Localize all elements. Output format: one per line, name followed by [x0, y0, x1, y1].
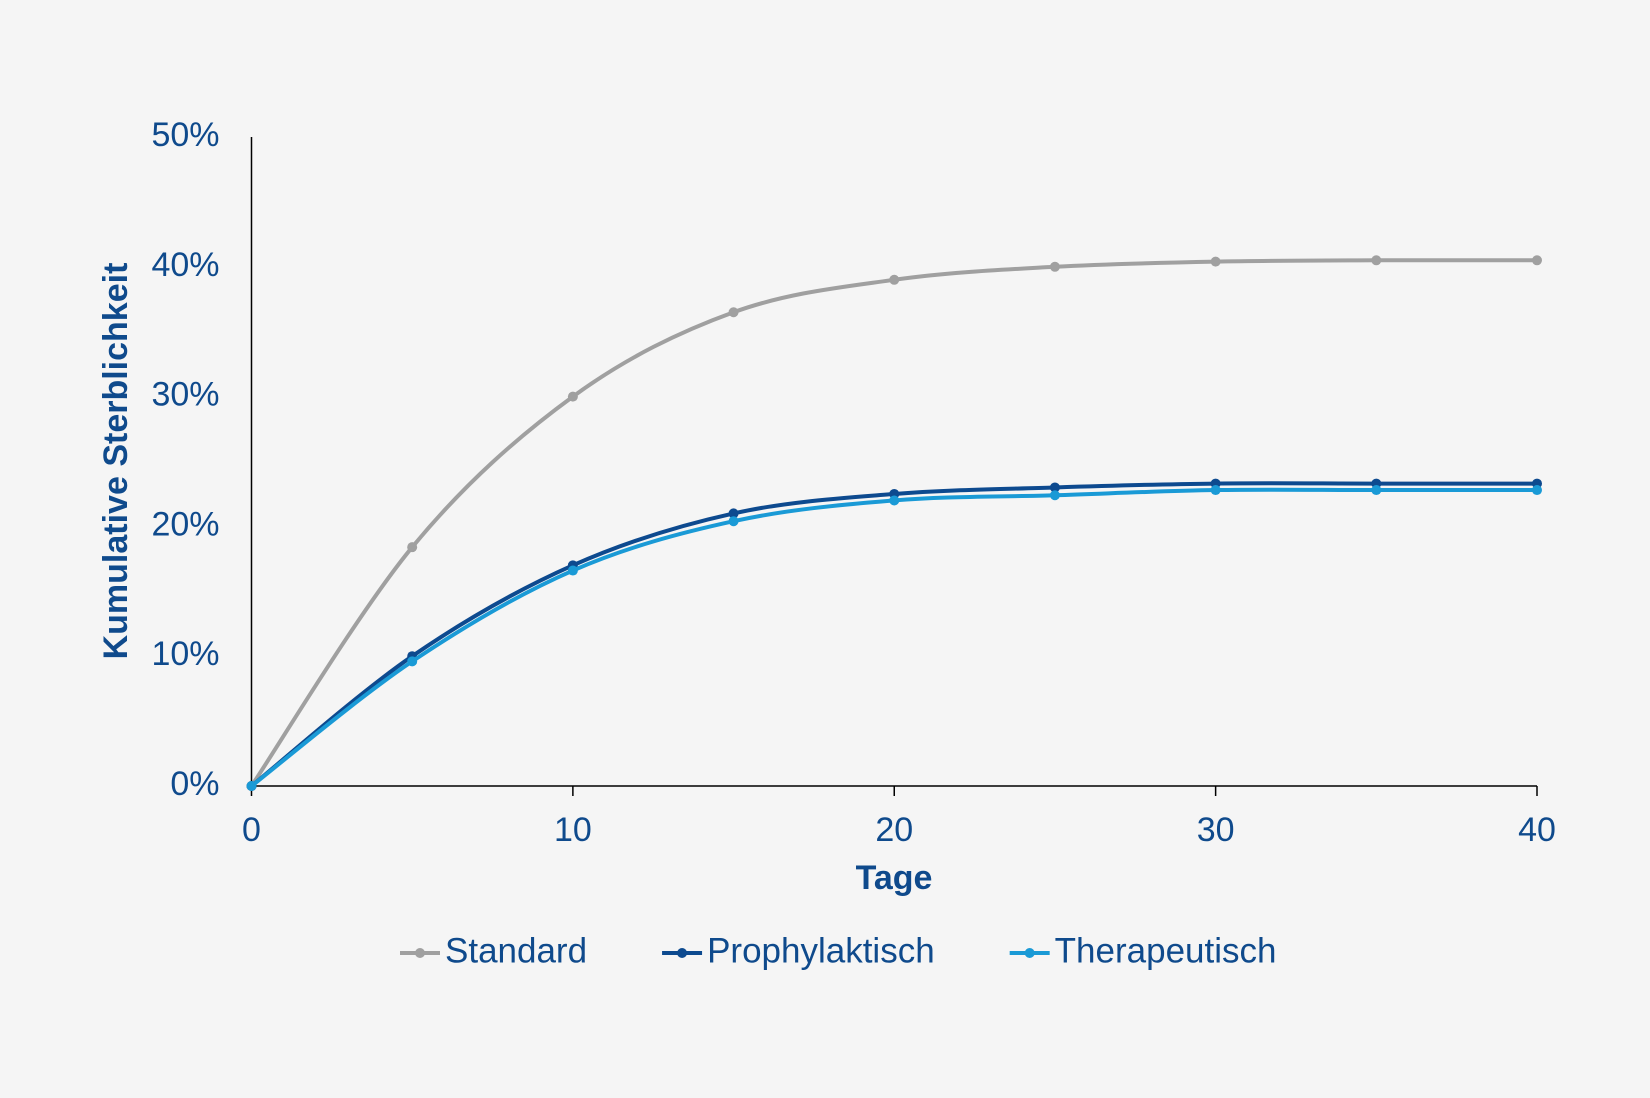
line [249, 258, 1538, 788]
x-tick-label: 40 [1518, 811, 1556, 849]
y-tick-label: 40% [151, 246, 219, 284]
marker [889, 274, 900, 285]
y-tick-label: 10% [151, 635, 219, 673]
y-axis-title: Kumulative Sterblichkeit [97, 263, 135, 660]
marker [889, 495, 900, 506]
y-tick-label: 0% [170, 765, 219, 803]
marker [1532, 255, 1542, 266]
x-tick-label: 20 [875, 811, 913, 849]
marker [1210, 485, 1221, 496]
marker [1049, 261, 1060, 272]
marker [1049, 482, 1060, 493]
marker [1532, 485, 1542, 496]
x-tick-label: 30 [1197, 811, 1235, 849]
marker [1371, 485, 1382, 496]
marker [1210, 256, 1221, 267]
x-tick-label: 10 [554, 811, 592, 849]
line [250, 487, 1537, 788]
marker [1049, 490, 1060, 501]
marker [728, 307, 739, 318]
y-tick-label: 20% [151, 505, 219, 543]
x-axis-title: Tage [856, 859, 933, 897]
y-tick-label: 50% [151, 116, 219, 154]
marker [567, 391, 578, 402]
legend-marker [677, 948, 688, 958]
marker [246, 781, 257, 791]
x-tick-label: 0 [242, 811, 261, 849]
y-tick-label: 30% [151, 376, 219, 414]
legend-label: Prophylaktisch [707, 931, 935, 970]
legend-label: Therapeutisch [1055, 931, 1277, 970]
legend-marker [415, 948, 425, 958]
marker [567, 565, 578, 576]
marker [728, 516, 739, 527]
marker [407, 656, 418, 667]
legend-marker [1024, 948, 1035, 958]
marker [1371, 255, 1382, 266]
line [250, 481, 1537, 788]
marker [728, 508, 739, 519]
marker [407, 542, 418, 553]
legend-label: Standard [445, 931, 587, 970]
